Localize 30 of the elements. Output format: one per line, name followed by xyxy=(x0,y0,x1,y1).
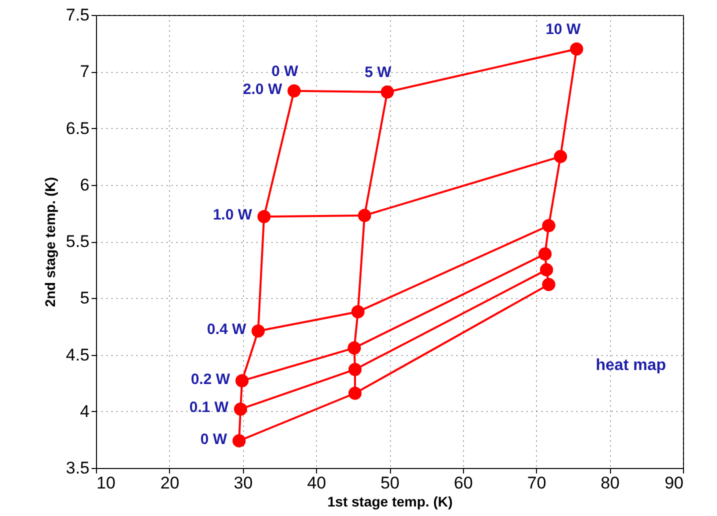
annotation: heat map xyxy=(596,357,666,374)
annotation: 0 W xyxy=(200,430,228,448)
y-tick-label: 5 xyxy=(80,288,90,308)
x-tick-label: 80 xyxy=(600,474,620,492)
x-tick-label: 20 xyxy=(160,474,180,492)
y-tick-label: 3.5 xyxy=(66,458,90,478)
y-tick-label: 7.5 xyxy=(66,6,90,24)
annotation: 0 W xyxy=(271,62,299,80)
annotation: 10 W xyxy=(546,20,582,38)
y-tick-label: 4.5 xyxy=(66,345,90,364)
y-axis-title: 2nd stage temp. (K) xyxy=(42,177,58,307)
annotation: 0.1 W xyxy=(189,399,230,416)
annotation: 1.0 W xyxy=(212,206,253,224)
y-tick-label: 6.5 xyxy=(66,118,90,138)
x-tick-label: 90 xyxy=(664,474,684,492)
y-tick-label: 4 xyxy=(80,402,90,421)
x-tick-label: 10 xyxy=(96,474,116,492)
x-tick-label: 70 xyxy=(527,474,546,492)
x-tick-label: 30 xyxy=(234,474,253,492)
annotation: 2.0 W xyxy=(242,80,283,98)
x-tick-label: 50 xyxy=(380,474,400,492)
x-tick-label: 60 xyxy=(454,474,473,492)
y-tick-label: 7 xyxy=(80,62,90,82)
y-tick-label: 5.5 xyxy=(66,232,90,251)
x-tick-label: 40 xyxy=(307,474,326,492)
annotation: 0.2 W xyxy=(190,370,231,388)
y-tick-label: 6 xyxy=(80,175,90,194)
annotation: 5 W xyxy=(364,64,392,82)
x-axis-title: 1st stage temp. (K) xyxy=(327,494,453,510)
annotation: 0.4 W xyxy=(206,320,247,338)
